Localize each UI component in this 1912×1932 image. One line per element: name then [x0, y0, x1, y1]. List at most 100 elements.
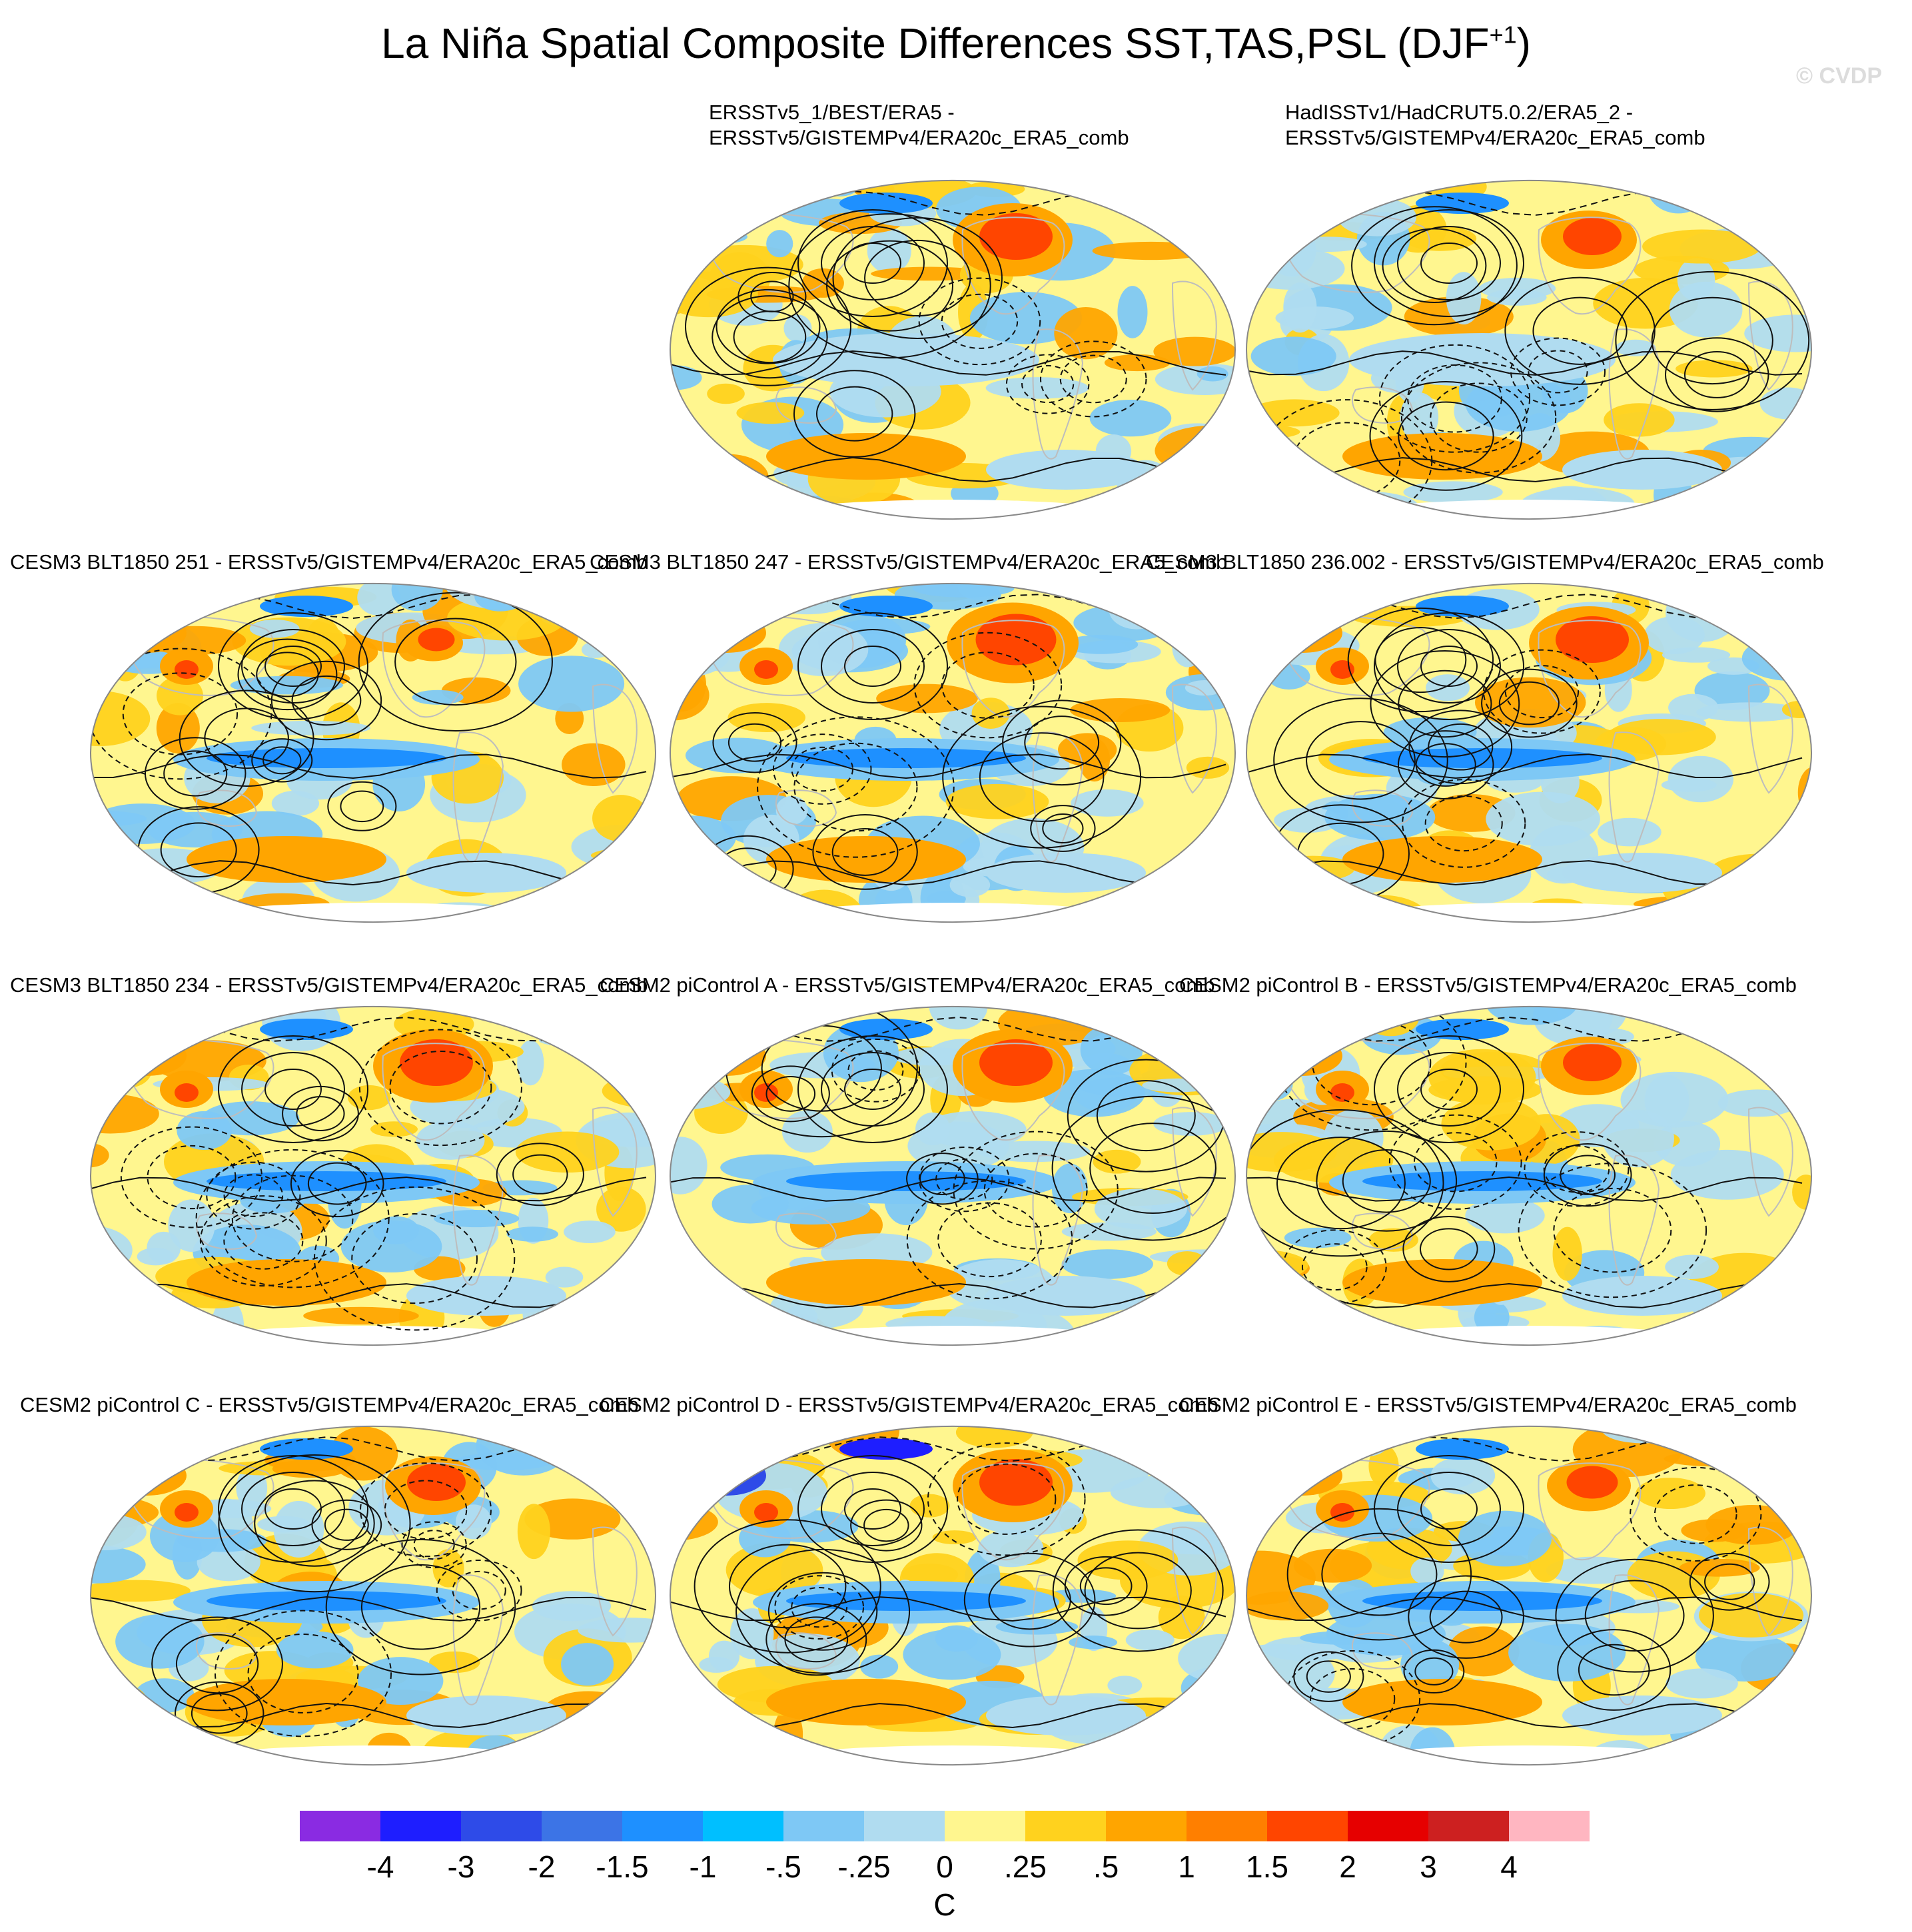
psl-contour: [214, 1610, 392, 1737]
temperature-anomaly-patch: [1304, 490, 1419, 520]
temperature-anomaly-patch: [1644, 1075, 1689, 1127]
psl-contour: [716, 288, 821, 364]
colorbar-tick-label: -4: [366, 1849, 394, 1884]
temperature-anomaly-patch: [1077, 1540, 1179, 1580]
temperature-anomaly-patch: [1253, 1446, 1301, 1505]
psl-contour: [1543, 1145, 1610, 1193]
psl-contour: [1528, 350, 1588, 394]
asia-hot: [754, 1503, 778, 1522]
psl-contour: [296, 1096, 345, 1131]
psl-contour: [1651, 296, 1773, 385]
temperature-anomaly-patch: [978, 1530, 1044, 1568]
map-panel: [1242, 580, 1815, 926]
temperature-anomaly-patch: [276, 1631, 354, 1669]
aleutian-contour: [844, 1488, 901, 1530]
temperature-anomaly-patch: [670, 1460, 712, 1496]
temperature-anomaly-patch: [1474, 1300, 1510, 1335]
arctic-cool: [839, 193, 933, 214]
temperature-anomaly-patch: [578, 1618, 656, 1643]
psl-contour: [1689, 1552, 1770, 1611]
coastline: [1171, 280, 1217, 391]
temperature-anomaly-patch: [1092, 241, 1210, 260]
psl-contour: [765, 1603, 867, 1676]
psl-contour: [324, 1508, 369, 1541]
temperature-anomaly-patch: [1246, 1007, 1268, 1033]
psl-zonal-contour: [90, 1596, 647, 1622]
coastline: [1352, 1632, 1414, 1670]
temperature-anomaly-patch: [762, 584, 852, 615]
southern-warm-band: [766, 1259, 966, 1306]
psl-contour: [1306, 721, 1416, 800]
temperature-anomaly-patch: [1430, 1456, 1496, 1495]
psl-contour: [247, 1634, 359, 1713]
temperature-anomaly-patch: [1054, 307, 1118, 360]
panel-label: CESM3 BLT1850 234 - ERSSTv5/GISTEMPv4/ER…: [10, 973, 648, 997]
psl-contour: [1398, 401, 1494, 471]
temperature-anomaly-patch: [1159, 479, 1193, 512]
colorbar-tick-label: .25: [1004, 1849, 1047, 1884]
temperature-anomaly-patch: [506, 1226, 559, 1242]
temperature-anomaly-patch: [168, 1199, 215, 1252]
north-america-hot: [1563, 1044, 1622, 1081]
aleutian-contour: [797, 1455, 948, 1563]
colorbar-tick-label: -.5: [765, 1849, 801, 1884]
psl-contour: [1246, 1109, 1444, 1257]
psl-contour: [1351, 206, 1518, 326]
aleutian-contour: [241, 1472, 345, 1546]
temperature-anomaly-patch: [1246, 485, 1290, 512]
temperature-anomaly-patch: [347, 1085, 391, 1111]
coastline: [452, 731, 504, 863]
psl-contour: [793, 370, 916, 458]
map-border: [90, 1426, 657, 1765]
temperature-anomaly-patch: [412, 690, 464, 705]
arctic-cool: [839, 1438, 933, 1460]
temperature-anomaly-patch: [1532, 1006, 1613, 1045]
aleutian-contour: [218, 1455, 368, 1563]
watermark: © CVDP: [1796, 63, 1882, 89]
north-america-hot: [418, 628, 455, 652]
arctic-cool: [1416, 1019, 1509, 1040]
temperature-anomaly-patch: [622, 900, 656, 923]
psl-contour: [254, 1480, 375, 1567]
psl-contour: [1276, 1137, 1406, 1230]
colorbar-swatch: [1348, 1811, 1428, 1841]
cold-tongue-core: [207, 1171, 446, 1191]
temperature-anomaly-patch: [1109, 591, 1165, 630]
psl-contour: [1369, 381, 1523, 491]
panel-label: CESM3 BLT1850 247 - ERSSTv5/GISTEMPv4/ER…: [590, 550, 1228, 574]
psl-contour: [1498, 681, 1560, 725]
temperature-anomaly-patch: [97, 583, 189, 640]
psl-contour: [850, 1499, 923, 1552]
psl-contour: [1557, 1629, 1672, 1711]
map-border: [1246, 1006, 1813, 1346]
temperature-anomaly-patch: [1061, 1249, 1153, 1279]
psl-contour: [1504, 665, 1580, 719]
psl-zonal-contour: [670, 1596, 1226, 1622]
coastline: [127, 1039, 274, 1119]
temperature-anomaly-patch: [1144, 1335, 1214, 1346]
aleutian-contour: [844, 242, 901, 284]
psl-contour: [1286, 1508, 1472, 1641]
psl-contour: [191, 1693, 248, 1734]
temperature-anomaly-patch: [1732, 1727, 1801, 1765]
psl-contour: [1005, 354, 1090, 414]
psl-contour: [218, 1454, 411, 1593]
temperature-anomaly-patch: [177, 1111, 232, 1150]
temperature-anomaly-patch: [466, 912, 529, 923]
southern-warm-band: [1342, 1679, 1542, 1725]
coastline: [592, 684, 638, 794]
psl-contour: [727, 723, 782, 762]
temperature-anomaly-patch: [1717, 1089, 1798, 1117]
temperature-anomaly-patch: [507, 1426, 602, 1455]
psl-zonal-contour: [670, 753, 1226, 779]
temperature-anomaly-patch: [1274, 503, 1372, 520]
temperature-anomaly-patch: [1069, 698, 1171, 722]
temperature-anomaly-patch: [90, 1715, 171, 1765]
temperature-anomaly-patch: [1109, 583, 1190, 596]
psl-contour: [452, 1570, 506, 1610]
temperature-anomaly-patch: [935, 1625, 978, 1652]
asia-hot: [175, 660, 199, 679]
colorbar-tick-label: 2: [1339, 1849, 1356, 1884]
colorbar-tick-label: 3: [1420, 1849, 1437, 1884]
temperature-anomaly-patch: [391, 583, 443, 612]
